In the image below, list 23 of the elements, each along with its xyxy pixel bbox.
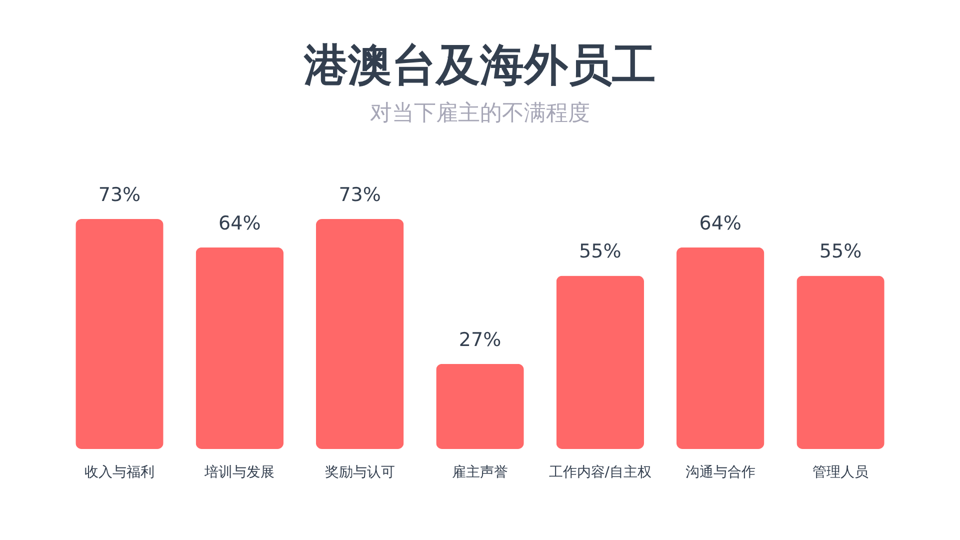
x-tick-label: 奖励与认可 xyxy=(324,464,395,480)
x-tick-label: 雇主声誉 xyxy=(452,464,508,480)
data-label: 55% xyxy=(579,240,622,263)
data-label: 55% xyxy=(819,240,862,263)
bar xyxy=(76,219,164,449)
bar xyxy=(196,247,284,449)
bar xyxy=(796,276,884,449)
x-tick-label: 沟通与合作 xyxy=(685,464,756,480)
data-label: 64% xyxy=(218,212,261,234)
x-tick-label: 工作内容/自主权 xyxy=(548,464,652,480)
data-label: 73% xyxy=(338,184,381,206)
x-tick-label: 管理人员 xyxy=(812,464,869,480)
x-tick-label: 培训与发展 xyxy=(204,464,275,480)
bar xyxy=(676,247,764,449)
chart-title: 港澳台及海外员工 xyxy=(303,40,656,91)
bar xyxy=(556,276,644,449)
data-label: 73% xyxy=(98,184,141,206)
bar xyxy=(436,364,524,449)
x-tick-label: 收入与福利 xyxy=(84,464,154,480)
bar xyxy=(316,219,404,449)
chart-subtitle: 对当下雇主的不满程度 xyxy=(370,101,590,126)
data-label: 64% xyxy=(699,212,742,234)
data-label: 27% xyxy=(458,328,502,351)
